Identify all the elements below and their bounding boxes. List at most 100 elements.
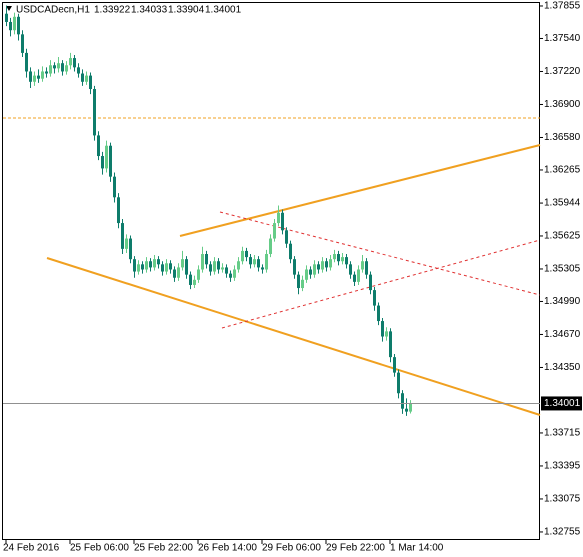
candle-body — [29, 71, 32, 82]
close-value: 1.34001 — [205, 5, 242, 16]
candle-body — [25, 52, 28, 72]
candle-body — [297, 274, 300, 289]
candle-body — [133, 259, 136, 272]
y-tick-label: 1.36900 — [544, 99, 581, 110]
candle-body — [157, 259, 160, 265]
x-tick-label: 25 Feb 22:00 — [134, 543, 193, 554]
candle-body — [141, 264, 144, 270]
candle-body — [321, 261, 324, 270]
candle-body — [113, 176, 116, 198]
candle-body — [317, 264, 320, 270]
candle-body — [361, 261, 364, 270]
candle-body — [209, 264, 212, 272]
candle-body — [93, 89, 96, 136]
candle-body — [81, 73, 84, 82]
candle-body — [69, 58, 72, 66]
candle-body — [377, 305, 380, 322]
candle-body — [101, 156, 104, 169]
candle-body — [253, 259, 256, 265]
candle-body — [77, 67, 80, 74]
candle-body — [173, 269, 176, 278]
candle-body — [225, 267, 228, 274]
y-tick-label: 1.37855 — [544, 1, 581, 12]
candle-body — [273, 223, 276, 239]
candle-body — [137, 264, 140, 272]
candle-body — [65, 65, 68, 72]
candle-body — [257, 259, 260, 268]
plot-frame — [2, 2, 540, 540]
candle-body — [105, 145, 108, 169]
low-value: 1.33904 — [168, 5, 205, 16]
candle-body — [49, 65, 52, 74]
open-value: 1.33922 — [94, 5, 131, 16]
x-tick-label: 29 Feb 22:00 — [326, 543, 385, 554]
candle-body — [121, 223, 124, 249]
candle-body — [381, 321, 384, 337]
trend-line — [46, 257, 541, 416]
candle-body — [313, 264, 316, 275]
candle-body — [285, 230, 288, 244]
candle-body — [57, 63, 60, 69]
candle-body — [145, 261, 148, 270]
candle-body — [389, 331, 392, 358]
x-tick-label: 29 Feb 06:00 — [262, 543, 321, 554]
candle-body — [213, 261, 216, 272]
candle-body — [333, 254, 336, 260]
candle-body — [129, 238, 132, 260]
candle-body — [337, 254, 340, 262]
channel-line — [221, 239, 541, 329]
candle-body — [53, 65, 56, 69]
candle-body — [365, 261, 368, 275]
y-tick-label: 1.32755 — [544, 527, 581, 538]
candle-body — [409, 403, 412, 412]
candle-body — [189, 274, 192, 285]
candle-body — [85, 75, 88, 82]
candle-body — [125, 238, 128, 249]
candle-body — [245, 250, 248, 258]
candle-body — [61, 63, 64, 72]
candle-body — [301, 279, 304, 289]
y-tick-label: 1.35305 — [544, 264, 581, 275]
candle-body — [281, 212, 284, 231]
candle-body — [349, 264, 352, 275]
candle-body — [305, 269, 308, 280]
candle-body — [269, 238, 272, 255]
candle-body — [45, 71, 48, 74]
y-tick-label: 1.37540 — [544, 33, 581, 44]
candle-body — [277, 212, 280, 224]
candle-body — [193, 279, 196, 285]
y-tick-label: 1.33075 — [544, 494, 581, 505]
candle-body — [401, 393, 404, 409]
candle-body — [37, 75, 40, 79]
x-tick-label: 1 Mar 14:00 — [390, 543, 444, 554]
candle-body — [117, 197, 120, 224]
y-tick-label: 1.34670 — [544, 329, 581, 340]
candle-body — [329, 259, 332, 268]
candle-body — [13, 16, 16, 31]
candle-body — [265, 254, 268, 270]
y-tick-label: 1.33395 — [544, 461, 581, 472]
price-label: 1.34001 — [544, 398, 581, 409]
candle-body — [177, 267, 180, 278]
candle-body — [33, 75, 36, 82]
candle-body — [161, 264, 164, 272]
candle-body — [341, 257, 344, 262]
candle-body — [21, 34, 24, 53]
candle-body — [169, 263, 172, 270]
candle-body — [197, 269, 200, 280]
candle-body — [233, 269, 236, 278]
candle-body — [393, 357, 396, 373]
y-tick-label: 1.34990 — [544, 296, 581, 307]
candle-body — [325, 261, 328, 268]
candle-body — [385, 331, 388, 337]
candle-body — [165, 263, 168, 272]
x-tick-label: 25 Feb 06:00 — [70, 543, 129, 554]
y-tick-label: 1.35625 — [544, 231, 581, 242]
candle-body — [353, 274, 356, 282]
candle-body — [289, 243, 292, 260]
candle-body — [309, 269, 312, 275]
candle-body — [41, 71, 44, 79]
high-value: 1.34033 — [131, 5, 168, 16]
y-tick-label: 1.36265 — [544, 165, 581, 176]
